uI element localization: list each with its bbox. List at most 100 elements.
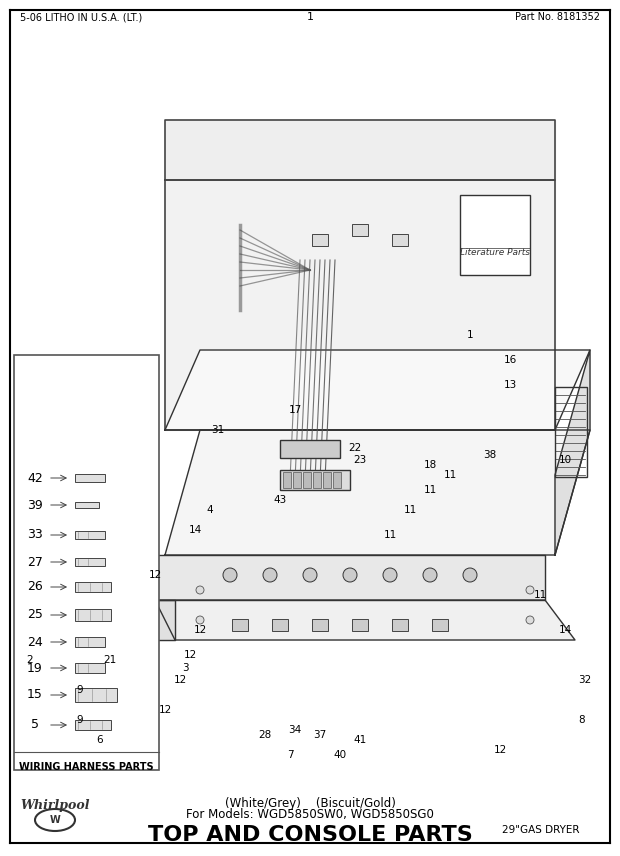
- Polygon shape: [555, 350, 590, 555]
- Text: 1: 1: [467, 330, 473, 340]
- Bar: [75, 582, 111, 592]
- Bar: [555, 387, 587, 477]
- Circle shape: [196, 616, 204, 624]
- Text: W: W: [50, 815, 60, 825]
- Bar: [75, 688, 117, 702]
- Text: 16: 16: [503, 355, 516, 365]
- Text: 11: 11: [423, 485, 436, 495]
- Bar: [283, 472, 291, 488]
- Text: 23: 23: [353, 455, 366, 465]
- Text: 21: 21: [104, 655, 117, 665]
- Text: 4: 4: [206, 505, 213, 515]
- Bar: [75, 531, 105, 539]
- Text: 6: 6: [97, 735, 104, 745]
- Text: 43: 43: [273, 495, 286, 505]
- Bar: [272, 619, 288, 631]
- Text: 3: 3: [182, 663, 188, 673]
- Ellipse shape: [35, 809, 75, 831]
- Circle shape: [196, 586, 204, 594]
- Text: 12: 12: [184, 650, 197, 660]
- Circle shape: [463, 568, 477, 582]
- Bar: [280, 440, 340, 458]
- Text: Part No. 8181352: Part No. 8181352: [515, 12, 600, 22]
- Bar: [75, 502, 99, 508]
- Bar: [392, 234, 408, 246]
- Text: Whirlpool: Whirlpool: [20, 800, 90, 812]
- Bar: [75, 609, 111, 621]
- Bar: [333, 472, 341, 488]
- Text: 12: 12: [494, 745, 507, 755]
- Bar: [323, 472, 331, 488]
- Text: 8: 8: [578, 715, 585, 725]
- Text: 12: 12: [174, 675, 187, 685]
- Bar: [460, 195, 530, 275]
- Text: 22: 22: [348, 443, 361, 453]
- Text: 19: 19: [27, 662, 43, 675]
- Text: TOP AND CONSOLE PARTS: TOP AND CONSOLE PARTS: [148, 825, 472, 845]
- Circle shape: [526, 616, 534, 624]
- Bar: [303, 472, 311, 488]
- Polygon shape: [155, 600, 575, 640]
- Text: 12: 12: [193, 625, 206, 635]
- Text: 11: 11: [404, 505, 417, 515]
- Circle shape: [263, 568, 277, 582]
- Text: 29"GAS DRYER: 29"GAS DRYER: [502, 825, 580, 835]
- Circle shape: [423, 568, 437, 582]
- Text: 38: 38: [484, 450, 497, 460]
- Text: 10: 10: [559, 455, 572, 465]
- Polygon shape: [155, 555, 545, 600]
- Text: 42: 42: [27, 472, 43, 484]
- Circle shape: [526, 586, 534, 594]
- Text: 37: 37: [313, 730, 327, 740]
- Text: 27: 27: [27, 556, 43, 568]
- Text: 41: 41: [353, 735, 366, 745]
- Bar: [75, 558, 105, 566]
- Bar: [293, 472, 301, 488]
- Bar: [312, 234, 328, 246]
- Bar: [432, 619, 448, 631]
- Bar: [75, 637, 105, 647]
- Bar: [352, 224, 368, 236]
- Text: 7: 7: [286, 750, 293, 760]
- Text: 39: 39: [27, 498, 43, 512]
- Bar: [313, 472, 321, 488]
- Text: 11: 11: [443, 470, 456, 480]
- Text: 11: 11: [383, 530, 397, 540]
- Text: 33: 33: [27, 528, 43, 542]
- Polygon shape: [155, 600, 175, 640]
- Text: (White/Grey)    (Biscuit/Gold): (White/Grey) (Biscuit/Gold): [224, 797, 396, 810]
- Text: WIRING HARNESS PARTS: WIRING HARNESS PARTS: [19, 762, 154, 772]
- Circle shape: [223, 568, 237, 582]
- Text: 14: 14: [559, 625, 572, 635]
- Text: 34: 34: [288, 725, 301, 735]
- Circle shape: [383, 568, 397, 582]
- Bar: [280, 470, 350, 490]
- Circle shape: [343, 568, 357, 582]
- Bar: [75, 720, 111, 730]
- Text: 5-06 LITHO IN U.S.A. (LT.): 5-06 LITHO IN U.S.A. (LT.): [20, 12, 142, 22]
- Bar: [232, 619, 248, 631]
- Text: 9: 9: [77, 715, 83, 725]
- Text: 9: 9: [77, 685, 83, 695]
- Polygon shape: [165, 180, 555, 430]
- Text: 15: 15: [27, 688, 43, 702]
- Polygon shape: [165, 120, 555, 180]
- Bar: [14, 355, 159, 770]
- Text: 31: 31: [211, 425, 224, 435]
- Bar: [312, 619, 328, 631]
- Bar: [352, 619, 368, 631]
- Circle shape: [303, 568, 317, 582]
- Bar: [75, 663, 105, 673]
- Text: 26: 26: [27, 580, 43, 593]
- Text: Literature Parts: Literature Parts: [460, 248, 530, 257]
- Text: 11: 11: [533, 590, 547, 600]
- Text: 13: 13: [503, 380, 516, 390]
- Text: 12: 12: [148, 570, 162, 580]
- Text: 2: 2: [27, 655, 33, 665]
- Bar: [392, 619, 408, 631]
- Text: 40: 40: [334, 750, 347, 760]
- Text: 12: 12: [158, 705, 172, 715]
- Text: 17: 17: [288, 405, 301, 415]
- Text: 32: 32: [578, 675, 591, 685]
- Text: 14: 14: [188, 525, 202, 535]
